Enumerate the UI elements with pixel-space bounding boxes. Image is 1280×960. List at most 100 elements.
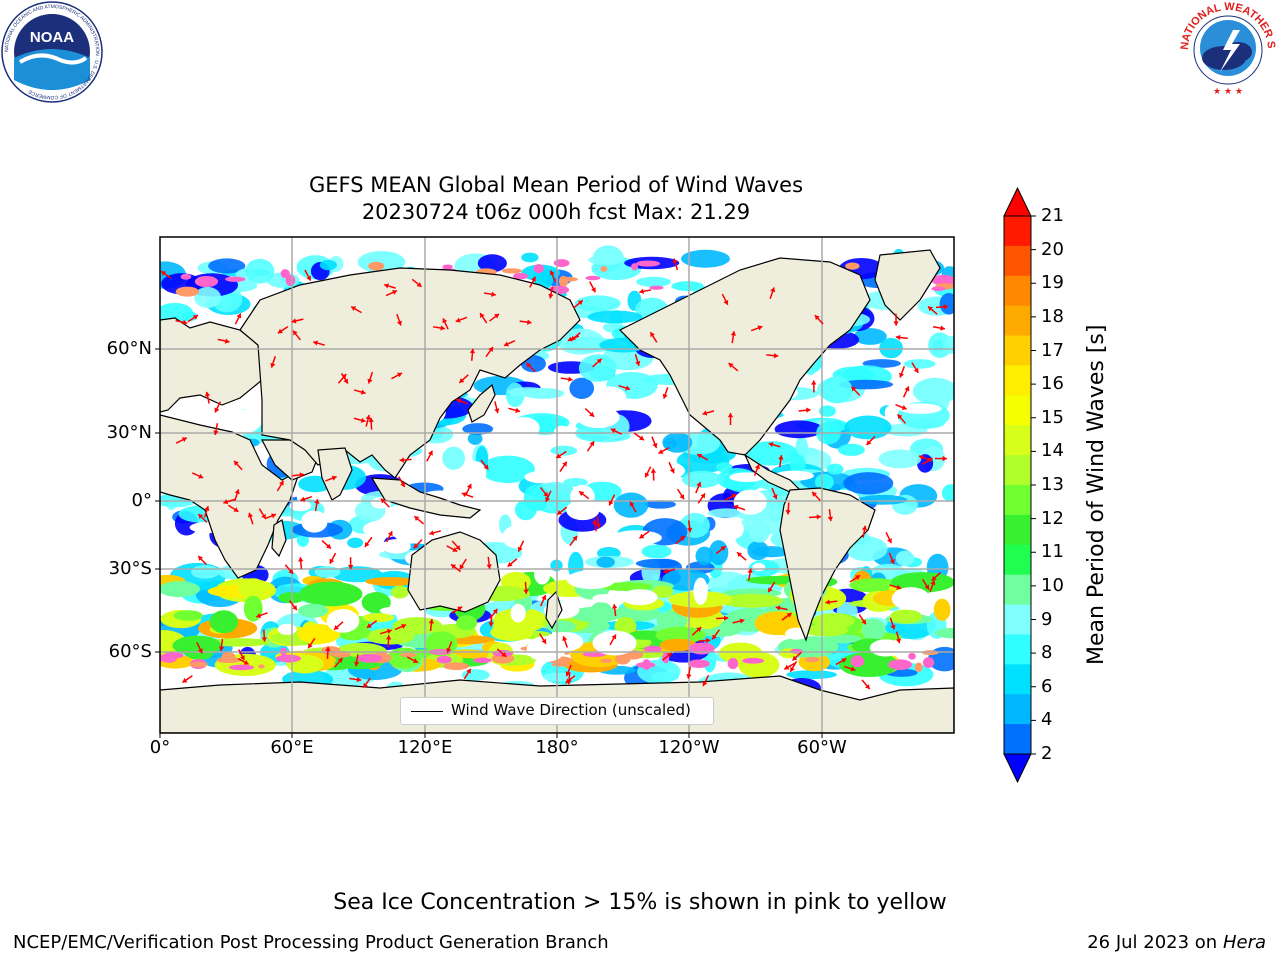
wave-arrow-icon bbox=[365, 414, 371, 427]
wave-arrow-icon bbox=[672, 258, 679, 271]
wave-arrow-icon bbox=[362, 677, 371, 689]
wave-arrow-icon bbox=[658, 446, 670, 455]
wave-arrow-icon bbox=[300, 496, 313, 502]
wave-arrow-icon bbox=[213, 423, 219, 436]
wave-arrow-icon bbox=[866, 435, 876, 446]
lon-label: 120°E bbox=[397, 737, 453, 758]
colorbar-tick-label: 6 bbox=[1041, 675, 1053, 697]
wave-arrow-icon bbox=[366, 620, 378, 629]
wave-arrow-icon bbox=[778, 455, 784, 468]
wave-arrow-icon bbox=[160, 270, 172, 279]
wave-arrow-icon bbox=[284, 564, 294, 575]
colorbar-tick-label: 9 bbox=[1041, 608, 1053, 630]
wave-arrow-icon bbox=[276, 480, 285, 492]
colorbar-segment bbox=[1004, 664, 1031, 695]
wave-arrow-icon bbox=[523, 581, 529, 594]
wave-arrow-icon bbox=[612, 604, 618, 617]
wave-arrow-icon bbox=[413, 539, 423, 549]
colorbar-segment bbox=[1004, 604, 1031, 635]
land-india bbox=[317, 447, 353, 501]
wave-arrow-icon bbox=[354, 654, 360, 667]
wave-arrow-icon bbox=[334, 657, 344, 668]
colorbar-segment bbox=[1004, 395, 1031, 426]
wave-arrow-icon bbox=[446, 545, 458, 553]
wave-arrow-icon bbox=[548, 286, 554, 299]
lat-label: 60°S bbox=[108, 641, 152, 662]
wave-arrow-icon bbox=[234, 313, 242, 325]
wave-arrow-icon bbox=[730, 331, 737, 344]
wave-arrow-icon bbox=[639, 288, 652, 295]
colorbar-segment bbox=[1004, 724, 1031, 755]
wave-arrow-icon bbox=[927, 305, 938, 315]
lat-label: 60°N bbox=[106, 338, 152, 359]
wave-arrow-icon bbox=[668, 461, 675, 474]
land-europe-west bbox=[160, 317, 263, 413]
colorbar bbox=[1003, 186, 1036, 784]
wave-arrow-icon bbox=[247, 512, 254, 525]
wave-arrow-icon bbox=[488, 313, 500, 322]
wave-arrow-icon bbox=[608, 494, 616, 506]
wave-arrow-icon bbox=[426, 450, 434, 462]
wave-arrow-icon bbox=[702, 410, 715, 416]
wave-arrow-icon bbox=[298, 557, 304, 570]
wave-arrow-icon bbox=[633, 432, 645, 441]
land-north-america bbox=[618, 257, 871, 456]
wave-arrow-icon bbox=[808, 514, 822, 520]
wave-arrow-icon bbox=[697, 492, 706, 504]
wave-arrow-icon bbox=[508, 407, 521, 413]
wave-arrow-icon bbox=[380, 628, 392, 635]
wave-arrow-icon bbox=[775, 605, 788, 611]
colorbar-tick-label: 16 bbox=[1041, 373, 1064, 395]
wave-arrow-icon bbox=[391, 372, 403, 380]
lat-label: 0° bbox=[131, 490, 152, 511]
wave-arrow-icon bbox=[396, 313, 402, 326]
wave-arrow-icon bbox=[175, 437, 188, 444]
land-indonesia bbox=[370, 477, 482, 519]
wave-arrow-icon bbox=[698, 637, 711, 644]
wave-arrow-icon bbox=[651, 436, 658, 449]
legend-label: Wind Wave Direction (unscaled) bbox=[451, 701, 691, 719]
wave-arrow-icon bbox=[385, 635, 392, 648]
land-africa bbox=[160, 414, 302, 579]
wave-arrow-icon bbox=[451, 540, 461, 551]
wave-arrow-icon bbox=[570, 332, 581, 341]
colorbar-tick-label: 12 bbox=[1041, 507, 1064, 529]
legend-line-icon bbox=[411, 711, 443, 712]
wave-arrow-icon bbox=[578, 490, 590, 500]
wave-arrow-icon bbox=[592, 358, 603, 368]
wave-arrow-icon bbox=[486, 556, 492, 569]
lon-label: 60°W bbox=[797, 737, 847, 758]
wave-arrow-icon bbox=[227, 504, 239, 513]
wave-arrow-icon bbox=[618, 384, 631, 391]
wave-arrow-icon bbox=[333, 621, 344, 631]
wave-arrow-icon bbox=[549, 270, 556, 282]
noaa-wordmark: NOAA bbox=[30, 29, 74, 46]
wave-arrow-icon bbox=[325, 646, 331, 659]
colorbar-segment bbox=[1004, 305, 1031, 337]
wave-arrow-icon bbox=[383, 283, 396, 289]
wave-arrow-icon bbox=[895, 631, 902, 644]
wave-arrow-icon bbox=[733, 504, 746, 511]
wave-arrow-icon bbox=[798, 407, 811, 413]
wave-arrow-icon bbox=[483, 291, 496, 297]
wave-arrow-icon bbox=[237, 657, 250, 666]
wave-arrow-icon bbox=[488, 614, 494, 627]
wave-arrow-icon bbox=[314, 499, 320, 512]
colorbar-segment bbox=[1004, 514, 1031, 546]
wave-arrow-icon bbox=[638, 530, 650, 539]
wave-arrow-icon bbox=[258, 508, 267, 520]
wave-arrow-icon bbox=[589, 281, 597, 293]
wave-arrow-icon bbox=[747, 568, 753, 581]
wave-arrow-icon bbox=[456, 398, 468, 405]
wave-arrow-icon bbox=[347, 557, 354, 570]
wave-arrow-icon bbox=[292, 330, 301, 341]
wave-arrow-icon bbox=[204, 391, 211, 404]
wave-arrow-icon bbox=[223, 498, 236, 505]
wave-arrow-icon bbox=[827, 509, 834, 522]
wave-arrow-icon bbox=[895, 403, 907, 411]
wave-arrow-icon bbox=[584, 408, 595, 418]
wave-arrow-icon bbox=[644, 466, 652, 478]
colorbar-tick-label: 2 bbox=[1041, 743, 1053, 764]
wave-arrow-icon bbox=[539, 594, 547, 607]
